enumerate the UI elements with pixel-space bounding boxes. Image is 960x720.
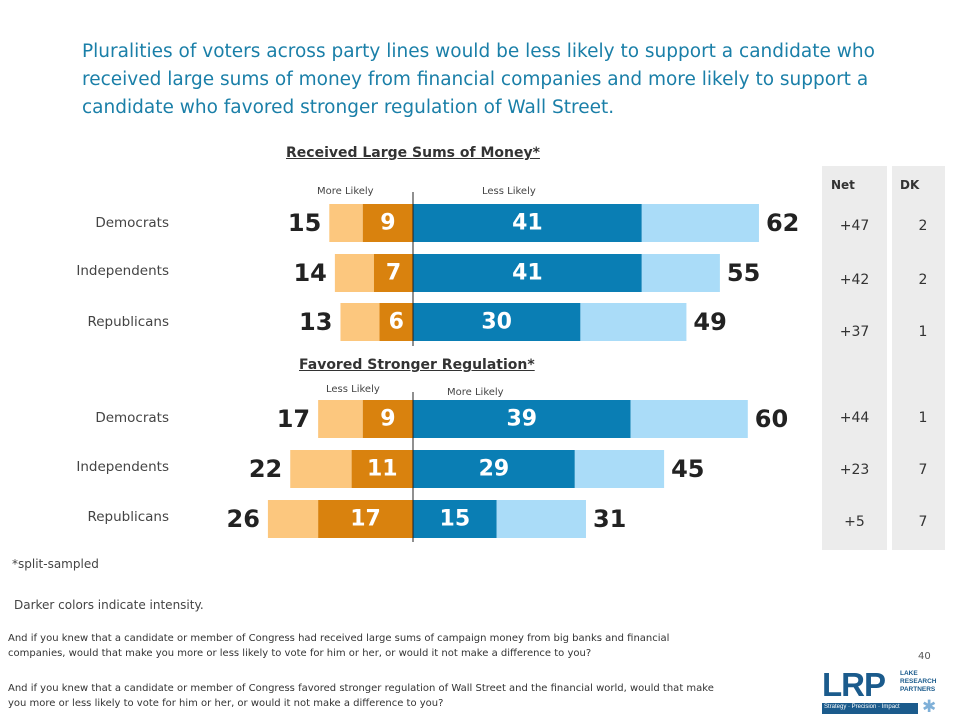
data-label-right-total: 49 [693,308,726,336]
data-label-left-intense: 9 [380,407,395,432]
bar-right-light [574,450,665,488]
label-less-likely-money: Less Likely [482,186,536,197]
net-panel [822,166,887,550]
data-label-left-intense: 7 [386,261,401,286]
net-value: +5 [844,514,865,530]
data-label-right-total: 62 [766,209,799,237]
data-label-right-intense: 41 [512,211,543,236]
bar-left-intense [318,500,413,538]
dk-header: DK [900,178,920,192]
data-label-right-intense: 41 [512,261,543,286]
bar-right-intense [413,400,631,438]
data-label-left-total: 15 [288,209,321,237]
net-value: +44 [839,410,870,426]
net-value: +23 [839,462,870,478]
headline: Pluralities of voters across party lines… [82,41,875,118]
row-label-independents-regulation: Independents [76,459,169,475]
logo-band [822,703,918,714]
bar-right-light [641,204,759,242]
data-label-left-intense: 17 [350,507,381,532]
bar-left-light [290,450,352,488]
row-label-democrats-regulation: Democrats [95,410,169,426]
bar-left-intense [362,400,413,438]
intensity-note: Darker colors indicate intensity. [14,598,204,612]
data-label-right-intense: 29 [479,457,510,482]
page-number: 40 [918,651,931,662]
net-value: +42 [839,272,870,288]
bar-right-intense [413,303,581,341]
data-label-right-intense: 30 [481,310,512,335]
data-label-left-total: 26 [227,505,260,533]
bar-left-intense [379,303,413,341]
row-label-independents-money: Independents [76,263,169,279]
net-header: Net [831,178,855,192]
data-label-right-intense: 15 [440,507,471,532]
dk-value: 7 [918,514,928,530]
question-regulation: And if you knew that a candidate or memb… [8,683,714,709]
dk-value: 1 [918,324,928,340]
label-more-likely-regulation: More Likely [447,387,504,398]
section-title-money: Received Large Sums of Money* [286,145,540,161]
bar-left-light [334,254,374,292]
data-label-left-total: 13 [299,308,332,336]
row-label-democrats-money: Democrats [95,215,169,231]
dk-value: 1 [918,410,928,426]
logo-tagline: Strategy · Precision · Impact [824,704,900,710]
bar-right-light [496,500,586,538]
label-more-likely-money: More Likely [317,186,374,197]
bar-right-intense [413,500,497,538]
row-label-republicans-regulation: Republicans [87,509,169,525]
dk-value: 7 [918,462,928,478]
data-label-left-total: 22 [249,455,282,483]
bar-left-light [318,400,363,438]
bar-left-light [267,500,319,538]
bar-left-intense [351,450,413,488]
bar-left-intense [373,254,413,292]
net-value: +47 [839,218,870,234]
logo-letters: LRP [822,666,886,703]
data-label-right-total: 55 [727,259,760,287]
row-label-republicans-money: Republicans [87,314,169,330]
data-label-right-total: 45 [671,455,704,483]
data-label-left-total: 14 [293,259,326,287]
data-label-right-total: 60 [755,405,788,433]
bar-right-intense [413,204,642,242]
data-label-right-total: 31 [593,505,626,533]
data-label-left-intense: 11 [367,457,398,482]
bar-right-intense [413,254,642,292]
bar-left-intense [362,204,413,242]
section-title-regulation: Favored Stronger Regulation* [299,357,535,373]
data-label-left-intense: 9 [380,211,395,236]
dk-panel [892,166,945,550]
net-value: +37 [839,324,870,340]
data-label-left-intense: 6 [389,310,404,335]
data-label-left-total: 17 [277,405,310,433]
bar-right-intense [413,450,575,488]
bar-left-light [329,204,363,242]
logo-gear-icon: ✱ [922,697,937,717]
bar-right-light [630,400,748,438]
bar-right-light [580,303,687,341]
split-sampled-note: *split-sampled [12,557,99,571]
lrp-logo: LRP LAKE RESEARCH PARTNERS Strategy · Pr… [822,666,940,718]
question-money: And if you knew that a candidate or memb… [8,633,670,659]
bar-right-light [641,254,720,292]
data-label-right-intense: 39 [506,407,537,432]
dk-value: 2 [918,272,928,288]
logo-name: LAKE RESEARCH PARTNERS [900,670,937,693]
bar-left-light [340,303,380,341]
label-less-likely-regulation: Less Likely [326,384,380,395]
dk-value: 2 [918,218,928,234]
